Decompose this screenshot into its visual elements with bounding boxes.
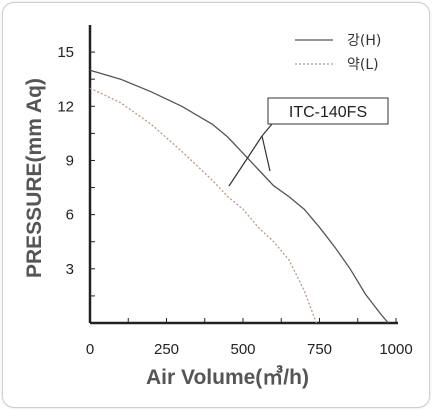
series-line-high [89,69,389,324]
y-tick-label: 12 [57,98,74,115]
legend: 강(H) 약(L) [295,33,381,73]
y-tick-label: 3 [66,261,74,278]
pointer-to-high-curve [261,135,271,172]
legend-label-high: 강(H) [347,33,381,49]
x-tick-label: 250 [154,341,179,358]
model-label-box [267,97,389,125]
x-tick-label: 500 [230,341,255,358]
pointer-stem [261,123,273,137]
y-tick-label: 15 [57,44,74,61]
pointer-to-low-curve [228,135,263,187]
x-tick-label: 750 [307,341,332,358]
series-layer [89,69,389,324]
model-annotation: ITC-140FS [228,97,389,187]
y-axis-title: PRESSURE(mm Aq) [23,78,46,278]
tick-labels: 0 250 500 750 1000 3 6 9 12 15 [57,44,412,358]
x-tick-label: 1000 [379,341,412,358]
series-line-low [89,87,318,324]
legend-label-low: 약(L) [347,57,379,73]
x-tick-label: 0 [86,341,94,358]
y-tick-label: 6 [66,207,74,224]
model-label: ITC-140FS [289,104,367,121]
x-axis-title: Air Volume(㎥/h) [146,365,309,389]
y-tick-label: 9 [66,152,74,169]
axes [88,25,398,325]
